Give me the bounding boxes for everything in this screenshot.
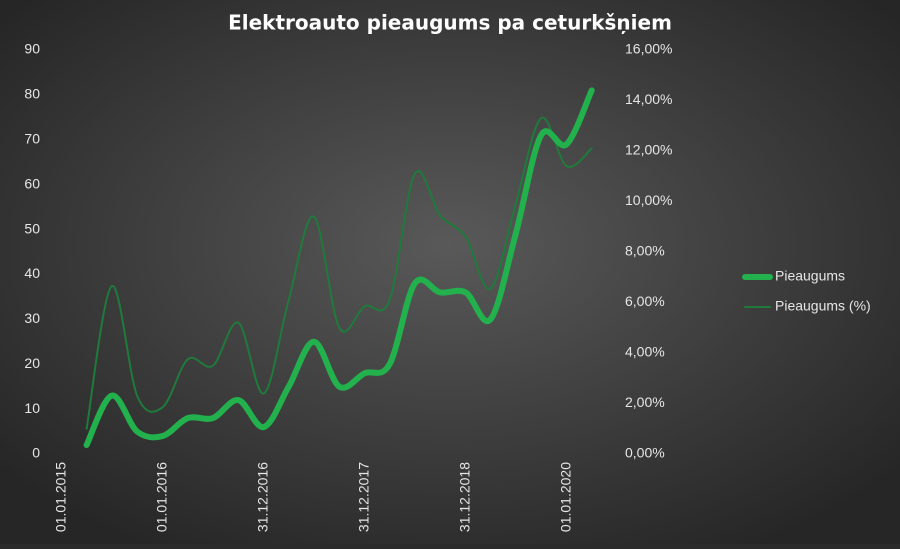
y-tick-label: 20 (24, 355, 40, 371)
y-tick-label: 40 (24, 265, 40, 281)
y-tick-label: 10 (24, 400, 40, 416)
y-tick-label: 80 (24, 86, 40, 102)
y2-tick-label: 14,00% (625, 91, 672, 107)
y2-tick-label: 6,00% (625, 293, 665, 309)
y2-tick-label: 0,00% (625, 445, 665, 461)
x-tick-label: 01.01.2016 (154, 462, 170, 532)
y-tick-label: 70 (24, 130, 40, 146)
y2-tick-label: 16,00% (625, 41, 672, 57)
x-tick-label: 01.01.2015 (53, 462, 69, 532)
y2-tick-label: 8,00% (625, 243, 665, 259)
x-tick-label: 31.12.2018 (456, 462, 472, 532)
y2-tick-label: 4,00% (625, 344, 665, 360)
y-tick-label: 30 (24, 310, 40, 326)
y2-tick-label: 12,00% (625, 142, 672, 158)
y-tick-label: 60 (24, 175, 40, 191)
y-tick-label: 0 (32, 445, 40, 461)
legend-label: Pieaugums (775, 268, 845, 284)
y2-tick-label: 10,00% (625, 192, 672, 208)
x-tick-label: 31.12.2016 (255, 462, 271, 532)
y2-tick-label: 2,00% (625, 394, 665, 410)
x-tick-label: 31.12.2017 (355, 462, 371, 532)
y-tick-label: 50 (24, 220, 40, 236)
series-line (83, 87, 595, 449)
chart-title: Elektroauto pieaugums pa ceturkšņiem (228, 11, 672, 35)
y-tick-label: 90 (24, 41, 40, 57)
legend-label: Pieaugums (%) (775, 298, 871, 314)
series-line (85, 116, 593, 430)
x-tick-label: 01.01.2020 (558, 462, 574, 532)
